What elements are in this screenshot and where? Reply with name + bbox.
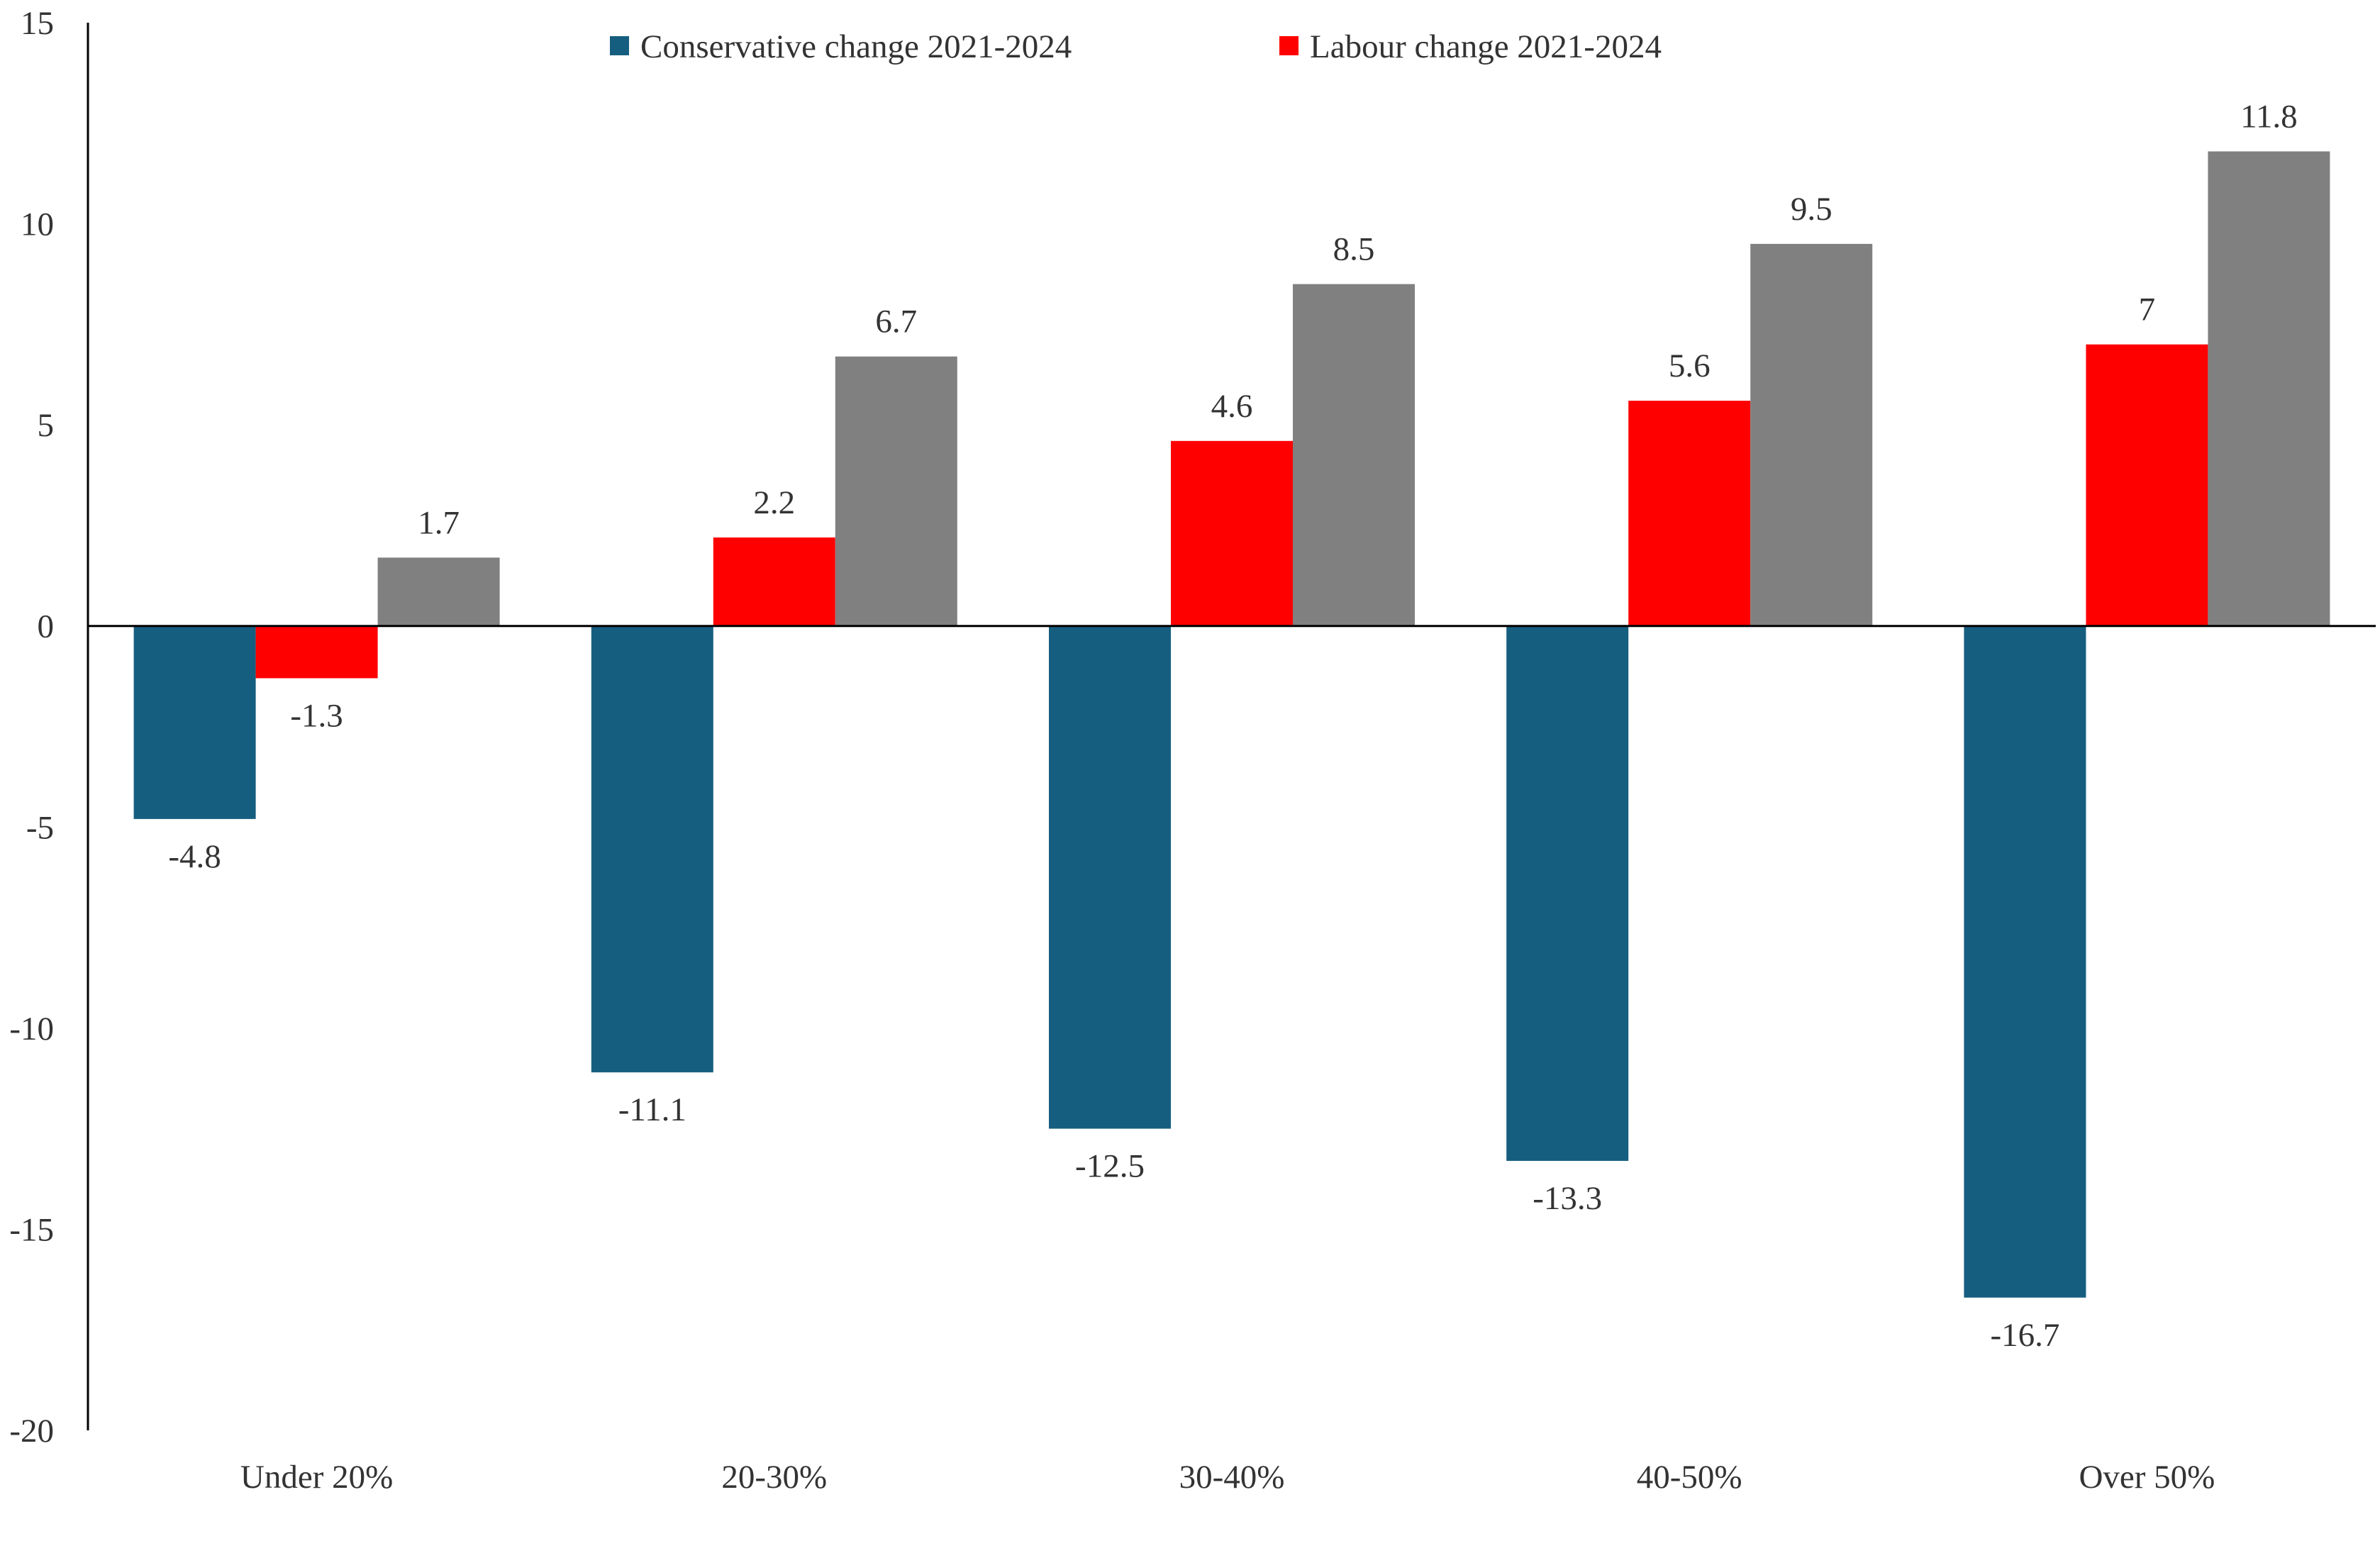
x-category-label-30-40: 30-40% [1179,1459,1285,1496]
bar-series-1-over-50 [1964,625,2086,1298]
x-category-label-under-20: Under 20% [240,1459,393,1496]
data-label-series-2-over-50: 7 [2139,291,2156,328]
bar-series-3-30-40 [1293,284,1415,626]
data-label-series-3-30-40: 8.5 [1333,231,1375,268]
data-label-series-1-40-50: -13.3 [1533,1180,1602,1217]
bar-series-1-under-20 [133,625,256,819]
y-tick-label-5: -5 [26,809,54,846]
axes: 15 10 5 0 -5 -10 -15 -20 Under 20% 20-30% 30-40% 40… [9,5,2376,1496]
y-tick-label-10: 10 [21,206,54,243]
bar-series-2-under-20 [255,625,378,679]
y-tick-label-10: -10 [9,1011,54,1047]
data-label-series-1-over-50: -16.7 [1990,1317,2059,1354]
y-tick-label-15: 15 [21,5,54,42]
x-category-label-over-50: Over 50% [2079,1459,2215,1496]
y-tick-label-5: 5 [38,407,55,444]
legend: Conservative change 2021-2024 Labour chan… [610,28,1662,65]
bar-series-1-40-50 [1506,625,1629,1161]
bar-series-2-30-40 [1171,440,1293,626]
data-label-series-3-under-20: 1.7 [418,504,460,541]
y-tick-label-0: 0 [38,608,55,645]
bars [133,151,2330,1298]
x-category-label-40-50: 40-50% [1637,1459,1742,1496]
bar-series-2-over-50 [2086,344,2208,626]
data-label-series-3-over-50: 11.8 [2240,99,2298,135]
y-tick-label-20: -20 [9,1413,54,1450]
bar-series-2-20-30 [713,537,835,626]
legend-label-series-1: Conservative change 2021-2024 [640,28,1072,65]
x-category-label-20-30: 20-30% [721,1459,827,1496]
data-label-series-2-30-40: 4.6 [1211,388,1253,425]
data-label-series-1-30-40: -12.5 [1075,1148,1145,1185]
data-label-series-2-under-20: -1.3 [290,697,343,734]
legend-swatch-series-1 [610,36,629,55]
bar-series-3-20-30 [835,356,957,626]
bar-series-2-40-50 [1628,401,1751,626]
bar-series-3-under-20 [377,557,500,626]
data-labels: -4.8 -11.1 -12.5 -13.3 -16.7 -1.3 2.2 4.6 5.6 7 1.… [168,99,2297,1354]
data-label-series-2-20-30: 2.2 [753,484,795,521]
bar-series-1-30-40 [1049,625,1171,1129]
legend-label-series-2: Labour change 2021-2024 [1310,28,1662,65]
data-label-series-3-40-50: 9.5 [1791,191,1833,228]
data-label-series-2-40-50: 5.6 [1669,347,1711,384]
bar-series-3-over-50 [2208,151,2330,626]
data-label-series-1-under-20: -4.8 [168,838,221,875]
legend-swatch-series-2 [1279,36,1299,55]
data-label-series-1-20-30: -11.1 [618,1091,686,1128]
bar-series-3-40-50 [1750,243,1873,626]
bar-series-1-20-30 [591,625,713,1073]
y-tick-label-15: -15 [9,1211,54,1248]
data-label-series-3-20-30: 6.7 [875,304,917,340]
